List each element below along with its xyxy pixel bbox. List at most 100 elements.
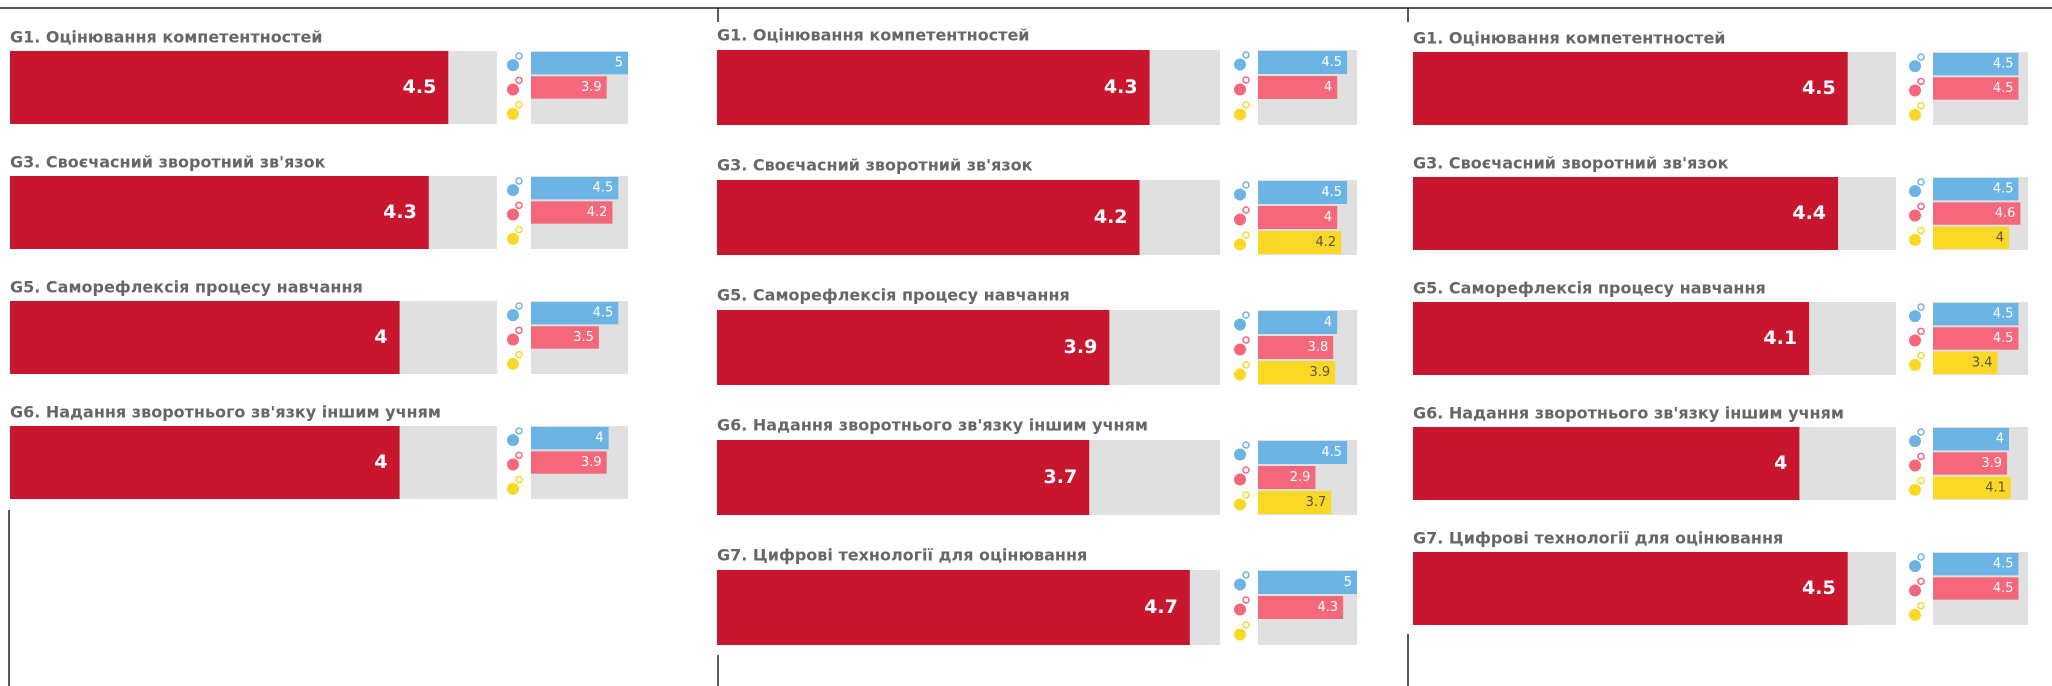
group-icon — [1234, 318, 1246, 331]
group-icon — [1234, 188, 1246, 201]
group-icon — [1242, 336, 1250, 344]
small-bar — [1933, 452, 2008, 475]
group-icon — [515, 451, 523, 460]
small-bar — [531, 302, 619, 325]
small-bar-label: 3.9 — [1981, 456, 2002, 471]
group-icon — [1909, 483, 1921, 496]
small-bar — [1933, 476, 2011, 499]
bar — [10, 51, 449, 124]
small-bar-label: 4.5 — [1993, 557, 2014, 572]
small-bar-label: 4.5 — [1321, 185, 1342, 200]
group-icon — [515, 427, 523, 435]
group-icon — [1909, 84, 1921, 97]
bar-label: 3.9 — [1064, 336, 1098, 358]
bar — [1413, 302, 1810, 375]
small-bar-label: 2.9 — [1290, 470, 1311, 485]
small-bar-label: 4.5 — [1993, 307, 2014, 322]
group-icon — [1234, 238, 1246, 251]
group-icon — [507, 482, 519, 495]
bar — [1413, 427, 1800, 500]
group-icon — [1917, 226, 1925, 235]
group-icon — [515, 302, 523, 310]
bar-label: 4 — [374, 451, 387, 473]
small-bar — [1258, 491, 1332, 514]
small-bar — [1933, 53, 2019, 76]
small-bar-label: 3.9 — [1310, 365, 1331, 380]
small-bar — [1933, 577, 2019, 600]
small-bar — [531, 451, 607, 474]
small-bar — [1933, 178, 2019, 201]
group-icon — [1917, 601, 1925, 610]
bar-label: 4.2 — [1094, 206, 1128, 228]
small-bar-label: 4.1 — [1985, 480, 2006, 495]
group-icon — [1917, 77, 1925, 86]
item-title: G6. Надання зворотнього зв'язку іншим уч… — [717, 416, 1148, 435]
group-icon — [1234, 213, 1246, 226]
item-title: G5. Саморефлексія процесу навчання — [717, 286, 1070, 305]
bar — [10, 176, 429, 249]
group-icon — [1909, 108, 1921, 121]
group-icon — [1234, 108, 1246, 121]
group-icon — [1242, 621, 1250, 629]
group-icon — [515, 100, 523, 109]
group-icon — [507, 333, 519, 346]
small-bar-label: 3.5 — [573, 330, 594, 345]
small-bar — [531, 326, 599, 349]
group-icon — [1917, 351, 1925, 360]
group-icon — [1909, 459, 1921, 472]
small-bar — [531, 76, 607, 99]
small-bar-label: 5 — [1344, 575, 1352, 590]
group-icon — [515, 201, 523, 210]
small-bar-label: 3.7 — [1306, 495, 1327, 510]
small-bar-label: 3.9 — [581, 455, 602, 470]
small-bar — [1933, 351, 1998, 374]
small-bar-label: 4.5 — [1993, 81, 2014, 96]
group-icon — [515, 225, 523, 234]
bar-label: 4.3 — [383, 201, 417, 223]
group-icon — [1917, 452, 1925, 461]
group-icon — [515, 76, 523, 85]
group-icon — [1917, 303, 1925, 311]
group-icon — [1242, 466, 1250, 474]
bar — [1413, 52, 1848, 125]
item-title: G7. Цифрові технології для оцінювання — [1413, 529, 1783, 548]
group-icon — [1909, 209, 1921, 222]
small-bar-label: 3.4 — [1972, 355, 1993, 370]
bar-label: 4.7 — [1144, 596, 1178, 618]
group-icon — [1242, 596, 1250, 604]
small-bar — [1258, 181, 1348, 204]
small-bar-label: 4.5 — [1993, 331, 2014, 346]
small-bar-label: 4 — [1324, 80, 1332, 95]
group-icon — [1917, 577, 1925, 586]
group-icon — [1917, 476, 1925, 485]
group-icon — [1242, 51, 1250, 59]
small-bar-label: 4 — [1324, 315, 1332, 330]
bar-label: 4.5 — [403, 76, 437, 98]
small-bar-label: 4 — [1324, 210, 1332, 225]
small-bar-label: 4 — [1996, 432, 2004, 447]
small-bar-label: 5 — [615, 56, 623, 71]
group-icon — [1909, 233, 1921, 246]
small-bar — [1258, 51, 1348, 74]
bar — [717, 50, 1150, 125]
small-bar — [1258, 336, 1334, 359]
item-title: G3. Своєчасний зворотний зв'язок — [10, 153, 326, 172]
small-bar — [1258, 466, 1316, 489]
group-icon — [1234, 498, 1246, 511]
small-bar — [531, 177, 619, 200]
small-bar — [1933, 428, 2009, 451]
group-icon — [515, 475, 523, 484]
bar — [1413, 552, 1848, 625]
item-title: G5. Саморефлексія процесу навчання — [10, 278, 363, 297]
group-icon — [1234, 578, 1246, 591]
small-bar-label: 4.5 — [1321, 55, 1342, 70]
small-bar — [1258, 441, 1348, 464]
group-icon — [1242, 181, 1250, 189]
group-icon — [1917, 178, 1925, 186]
group-icon — [1917, 53, 1925, 61]
bar-label: 4.5 — [1802, 77, 1836, 99]
small-bar-label: 3.8 — [1308, 340, 1329, 355]
group-icon — [1234, 628, 1246, 641]
bar-label: 4 — [374, 326, 387, 348]
group-icon — [1909, 358, 1921, 371]
